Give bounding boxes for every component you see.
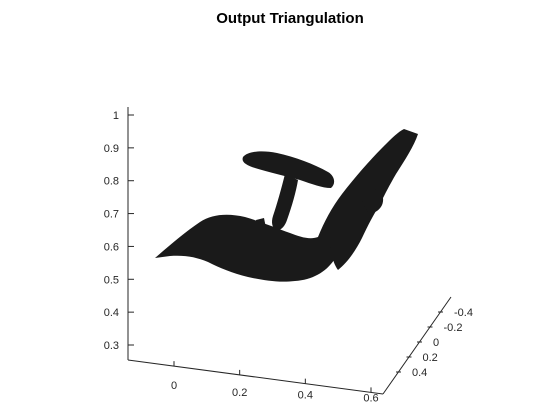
z-ticks: 0.3 0.4 0.5 0.6 0.7 0.8 0.9 1 <box>104 110 134 352</box>
y-tick-label: 0.4 <box>412 367 427 379</box>
y-tick-label: 0.2 <box>423 352 438 364</box>
z-tick-label: 0.4 <box>104 307 119 319</box>
y-ticks: -0.4 -0.2 0 0.2 0.4 <box>396 307 473 379</box>
y-tick-label: -0.2 <box>444 322 463 334</box>
z-tick-label: 0.3 <box>104 340 119 352</box>
y-tick-label: 0 <box>433 337 439 349</box>
chart-title: Output Triangulation <box>216 10 363 27</box>
z-tick-label: 0.9 <box>104 143 119 155</box>
z-tick-label: 0.6 <box>104 241 119 253</box>
y-axis-line <box>382 296 452 395</box>
mesh-armrest-pad <box>242 151 335 188</box>
z-tick-label: 0.7 <box>104 209 119 221</box>
x-axis-line <box>127 359 384 395</box>
axes <box>127 107 452 395</box>
mesh-seat <box>155 214 337 282</box>
x-ticks: 0 0.2 0.4 0.6 <box>171 361 379 404</box>
x-tick-label: 0 <box>171 380 177 392</box>
mesh-connector <box>256 218 266 230</box>
x-tick-label: 0.2 <box>232 387 247 399</box>
z-tick-label: 1 <box>113 110 119 122</box>
x-tick-label: 0.4 <box>298 390 313 402</box>
x-tick-label: 0.6 <box>363 392 378 404</box>
mesh-backrest-wing <box>361 188 384 214</box>
z-tick-label: 0.5 <box>104 274 119 286</box>
mesh-armrest-post <box>272 174 298 231</box>
z-tick-label: 0.8 <box>104 176 119 188</box>
triangulated-mesh <box>155 129 418 282</box>
y-tick-label: -0.4 <box>454 307 473 319</box>
